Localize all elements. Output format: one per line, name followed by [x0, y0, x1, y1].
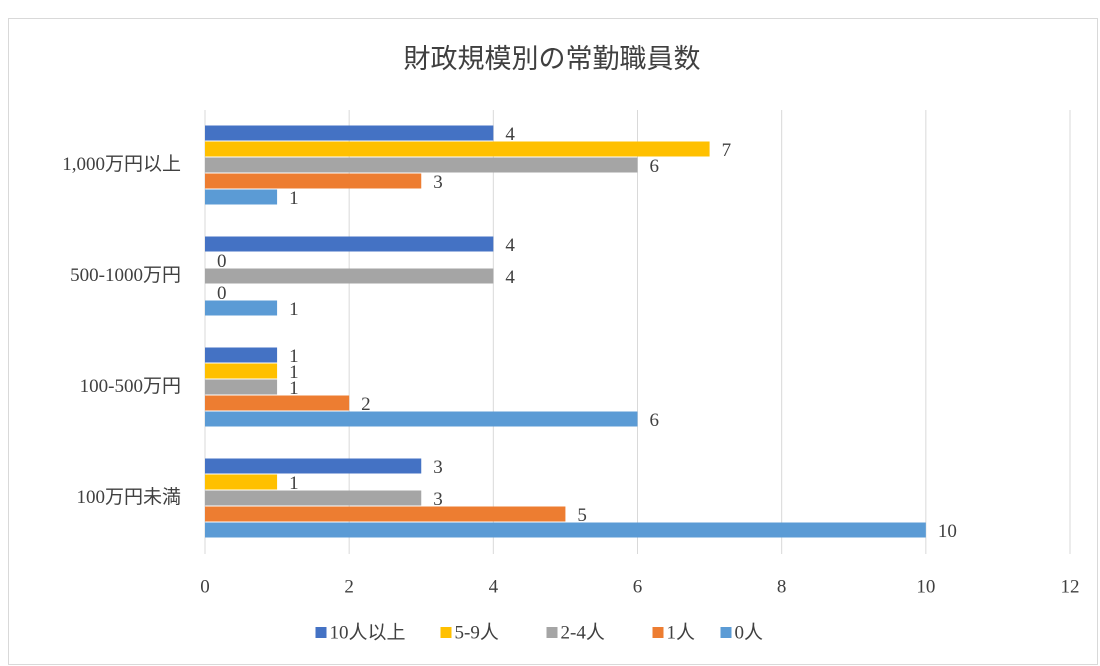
bar: [205, 125, 494, 141]
bar: [205, 522, 926, 538]
legend-swatch: [315, 627, 327, 638]
y-tick-label: 100万円未満: [76, 486, 181, 508]
data-label: 3: [433, 172, 443, 193]
x-tick-label: 8: [777, 576, 787, 597]
bar: [205, 347, 278, 363]
data-label: 1: [289, 378, 299, 399]
bar: [205, 236, 494, 252]
data-label: 3: [433, 489, 443, 510]
x-tick-label: 12: [1061, 576, 1080, 597]
data-label: 7: [722, 140, 732, 161]
x-tick-label: 4: [489, 576, 499, 597]
legend-label: 2-4人: [561, 621, 605, 643]
data-label: 4: [505, 124, 515, 145]
legend-swatch: [720, 627, 732, 638]
bar: [205, 157, 638, 173]
legend-swatch: [546, 627, 558, 638]
x-tick-label: 6: [633, 576, 643, 597]
data-label: 4: [505, 235, 515, 256]
data-label: 4: [505, 267, 515, 288]
bar: [205, 490, 422, 506]
legend-label: 1人: [667, 621, 696, 643]
x-tick-label: 10: [916, 576, 935, 597]
y-tick-label: 100-500万円: [80, 376, 181, 397]
data-label: 0: [217, 283, 227, 304]
data-label: 1: [289, 362, 299, 383]
bar: [205, 458, 422, 474]
bar: [205, 395, 350, 411]
data-label: 1: [289, 299, 299, 320]
x-tick-label: 2: [344, 576, 354, 597]
data-label: 6: [650, 410, 660, 431]
data-label: 0: [217, 251, 227, 272]
chart-border: [8, 18, 1098, 665]
bar: [205, 379, 278, 395]
legend-swatch: [440, 627, 452, 638]
bar: [205, 141, 710, 157]
bar: [205, 506, 566, 522]
data-label: 6: [650, 156, 660, 177]
bar: [205, 411, 638, 427]
x-tick-label: 0: [200, 576, 210, 597]
data-label: 5: [577, 505, 587, 526]
legend-label: 10人以上: [330, 621, 406, 643]
bar: [205, 189, 278, 205]
y-tick-label: 1,000万円以上: [62, 153, 181, 175]
legend-swatch: [652, 627, 664, 638]
bar: [205, 268, 494, 284]
data-label: 3: [433, 457, 443, 478]
data-label: 2: [361, 394, 371, 415]
legend-label: 0人: [735, 621, 764, 643]
legend-label: 5-9人: [455, 621, 499, 643]
data-label: 1: [289, 188, 299, 209]
bar: [205, 173, 422, 189]
y-tick-label: 500-1000万円: [70, 265, 181, 286]
bar: [205, 363, 278, 379]
bar: [205, 300, 278, 316]
data-label: 1: [289, 473, 299, 494]
chart-title: 財政規模別の常勤職員数: [404, 44, 701, 74]
data-label: 10: [938, 521, 957, 542]
data-label: 1: [289, 346, 299, 367]
bar: [205, 474, 278, 490]
